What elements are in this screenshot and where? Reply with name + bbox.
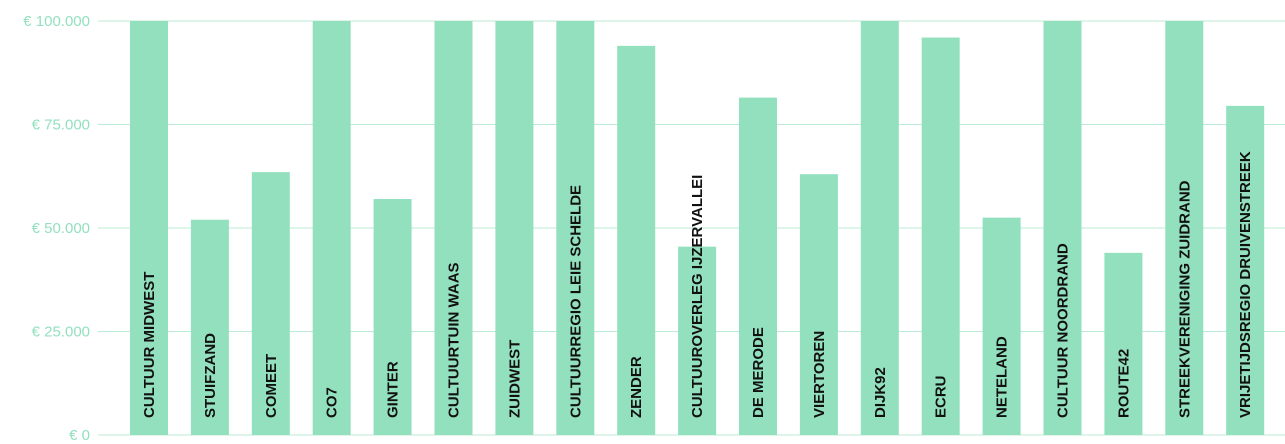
bar-labels: CULTUUR MIDWEST STUIFZAND COMEET CO7 GINTER C… [141,151,1254,418]
bar [1104,252,1143,435]
bar [678,246,717,435]
bar [312,21,351,435]
bars [130,21,1265,436]
bar-category-label: CULTUUR NOORDRAND [1055,243,1072,418]
bar-category-label: STREEKVERENIGING ZUIDRAND [1176,180,1193,418]
bar-category-label: NETELAND [994,336,1011,418]
bar-category-label: CULTUUR MIDWEST [141,272,158,418]
bar [495,21,534,435]
bar-category-label: ECRU [933,375,950,418]
bar [1043,21,1082,435]
bar-category-label: DIJK92 [872,367,889,418]
bar [860,21,899,435]
bar-category-label: DE MERODE [750,327,767,418]
bar-category-label: VRIJETIJDSREGIO DRUIVENSTREEK [1237,151,1254,418]
gridlines [98,20,1285,436]
bar-category-label: GINTER [385,361,402,418]
bar-category-label: VIERTOREN [811,331,828,418]
bar [1165,21,1204,435]
bar-category-label: STUIFZAND [202,333,219,418]
bar [556,21,595,435]
bar [251,172,290,436]
bar [373,199,412,435]
bar [190,219,229,435]
bar [799,174,838,435]
bar [617,45,656,436]
bar [921,37,960,436]
y-tick-label: € 50.000 [32,220,90,237]
bar [130,21,168,435]
bar [982,217,1021,435]
y-tick-label: € 25.000 [32,324,90,341]
bar-category-label: CULTUURTUIN WAAS [446,262,463,418]
y-tick-label: € 0 [69,427,90,444]
y-tick-label: € 75.000 [32,117,90,134]
bar-category-label: ROUTE42 [1115,349,1132,418]
y-axis-ticks: € 0 € 25.000 € 50.000 € 75.000 € 100.000 [23,13,90,444]
bar-category-label: CO7 [324,387,341,418]
bar [434,21,473,435]
bar-category-label: CULTUURREGIO LEIE SCHELDE [567,185,584,418]
bar-category-label: ZUIDWEST [506,340,523,418]
bar [739,97,777,435]
bar-category-label: CULTUUROVERLEG IJZERVALLEI [689,175,706,418]
y-tick-label: € 100.000 [23,13,90,30]
bar-category-label: COMEET [263,354,280,418]
bar [1226,105,1265,436]
bar-category-label: ZENDER [628,356,645,418]
